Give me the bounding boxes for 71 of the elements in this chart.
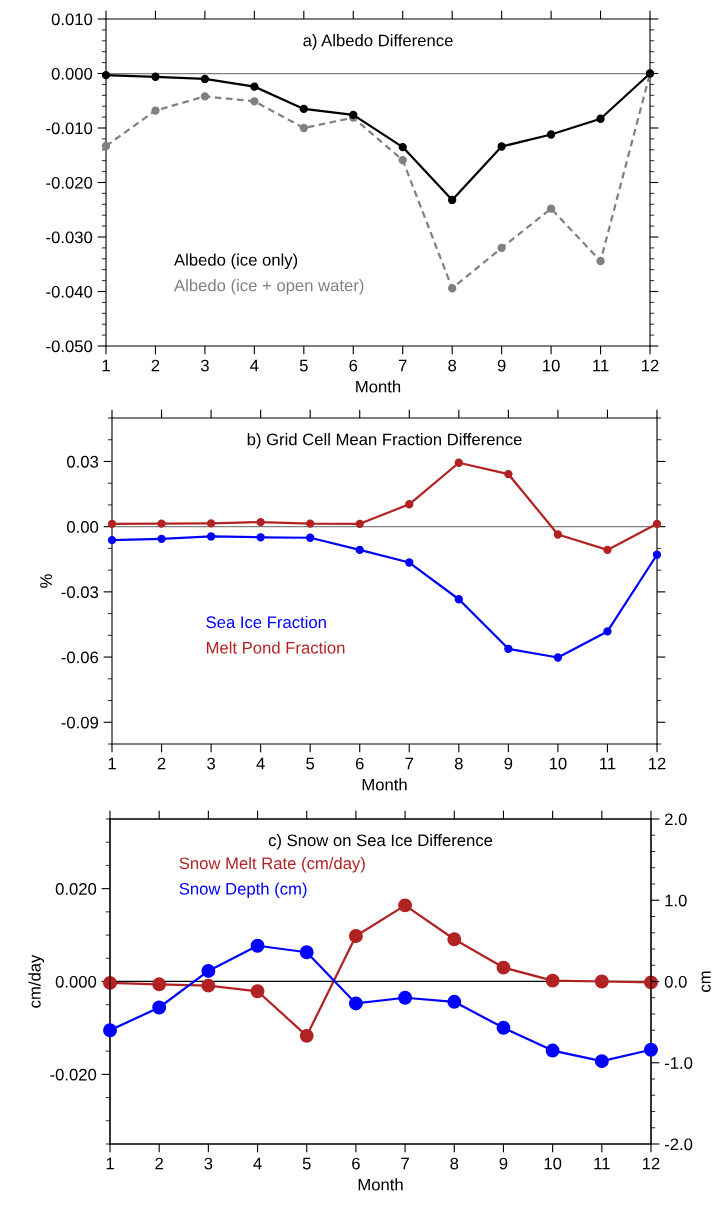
y-tick-label: -0.09 — [61, 716, 99, 729]
x-tick-label: 3 — [200, 359, 209, 372]
x-tick-label: 6 — [355, 757, 364, 770]
x-tick-label: 1 — [108, 757, 116, 770]
y-tick-label: 0.000 — [55, 975, 97, 988]
text: Albedo (ice only) — [174, 253, 298, 270]
text: a) Albedo Difference — [303, 34, 453, 50]
text: Snow Melt Rate (cm/day) — [179, 856, 365, 873]
y-tick-label: 0.020 — [55, 883, 97, 895]
y-tick-label: -0.030 — [46, 231, 93, 244]
y-tick-label: -0.06 — [61, 651, 99, 664]
y-tick-label: -0.040 — [46, 285, 93, 298]
x-tick-label: 3 — [204, 1157, 213, 1170]
x-tick-label: 2 — [151, 359, 160, 372]
y2-tick-label: 1.0 — [665, 894, 687, 907]
y2-tick-label: 0.0 — [664, 975, 687, 988]
text: Snow Depth (cm) — [179, 882, 307, 899]
y-tick-label: 0.010 — [51, 13, 93, 26]
x-tick-label: 9 — [504, 757, 513, 770]
x-axis-title: Month — [358, 1178, 403, 1191]
x-tick-label: 12 — [649, 757, 666, 770]
y2-tick-label: -1.0 — [664, 1057, 693, 1069]
x-tick-label: 9 — [499, 1157, 508, 1170]
x-tick-label: 6 — [352, 1157, 360, 1170]
y-tick-label: -0.020 — [50, 1068, 97, 1081]
x-tick-label: 7 — [401, 1157, 409, 1170]
y-axis-title: cm/day — [28, 954, 44, 1008]
x-tick-label: 10 — [544, 1157, 562, 1170]
x-tick-label: 8 — [450, 1157, 459, 1170]
x-tick-label: 2 — [155, 1157, 163, 1170]
x-tick-label: 3 — [207, 757, 215, 770]
text: b) Grid Cell Mean Fraction Difference — [247, 433, 522, 449]
x-tick-label: 2 — [157, 757, 166, 770]
x-tick-label: 10 — [549, 757, 567, 770]
x-tick-label: 1 — [102, 359, 110, 372]
x-tick-label: 4 — [253, 1157, 262, 1170]
y-tick-label: -0.03 — [61, 586, 99, 599]
y-tick-label: -0.010 — [46, 122, 93, 135]
y2-axis-title: cm — [701, 971, 711, 992]
text: c) Snow on Sea Ice Difference — [268, 833, 493, 850]
x-tick-label: 4 — [256, 757, 265, 770]
y-tick-label: 0.000 — [51, 67, 93, 80]
x-tick-label: 5 — [306, 757, 315, 770]
x-tick-label: 7 — [405, 757, 414, 770]
x-tick-label: 8 — [454, 757, 463, 770]
y-tick-label: -0.020 — [46, 176, 93, 189]
y-tick-label: -0.050 — [46, 340, 93, 353]
x-tick-label: 10 — [543, 359, 560, 372]
x-tick-label: 5 — [299, 359, 308, 372]
x-tick-label: 11 — [600, 757, 616, 770]
x-tick-label: 12 — [643, 1157, 660, 1170]
x-tick-label: 6 — [349, 359, 358, 372]
y2-tick-label: -2.0 — [664, 1138, 693, 1151]
x-axis-title: Month — [356, 380, 401, 393]
x-tick-label: 9 — [497, 359, 506, 372]
x-tick-label: 11 — [594, 1157, 610, 1170]
x-tick-label: 1 — [106, 1157, 114, 1170]
y-tick-label: 0.03 — [67, 455, 99, 468]
x-axis-title: Month — [362, 778, 407, 791]
x-tick-label: 11 — [593, 359, 609, 372]
y2-tick-label: 2.0 — [665, 813, 687, 826]
text: Sea Ice Fraction — [206, 615, 326, 629]
y-axis-title: % — [40, 574, 52, 588]
text: Melt Pond Fraction — [206, 641, 345, 654]
x-tick-label: 8 — [448, 359, 457, 372]
x-tick-label: 4 — [250, 359, 259, 372]
text: Albedo (ice + open water) — [174, 279, 364, 295]
x-tick-label: 12 — [642, 359, 659, 372]
y-tick-label: 0.00 — [67, 521, 99, 533]
x-tick-label: 5 — [302, 1157, 311, 1170]
x-tick-label: 7 — [398, 359, 407, 372]
